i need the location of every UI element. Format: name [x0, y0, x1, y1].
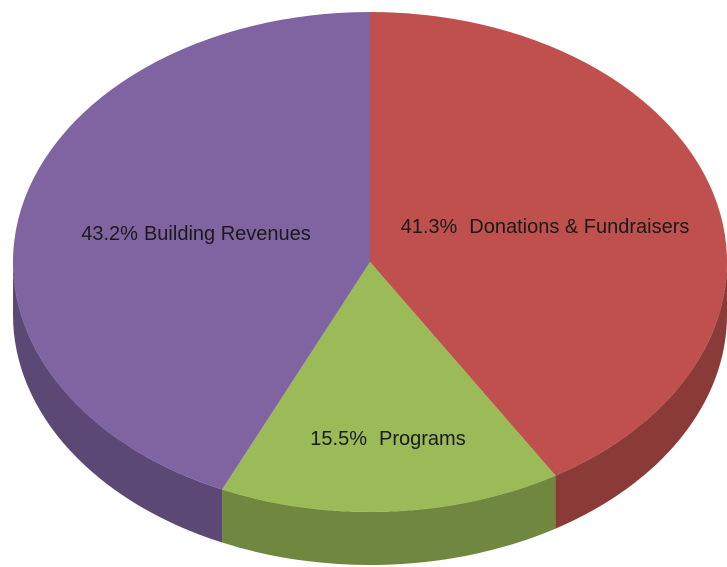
slice-side [13, 262, 223, 543]
data-label: 41.3% Donations & Fundraisers [401, 216, 690, 238]
data-label: 15.5% Programs [310, 428, 465, 450]
slice [370, 12, 727, 476]
slice [12, 12, 371, 490]
slice-side [222, 475, 556, 566]
category-label: Building Revenues [144, 223, 311, 245]
value-label: 41.3% [401, 216, 458, 238]
category-label: Programs [379, 428, 466, 450]
value-label: 43.2% [81, 223, 138, 245]
category-label: Donations & Fundraisers [469, 216, 689, 238]
slice [222, 262, 556, 512]
data-label: 43.2% Building Revenues [81, 223, 311, 245]
value-label: 15.5% [310, 428, 367, 450]
slice-side [555, 262, 727, 529]
